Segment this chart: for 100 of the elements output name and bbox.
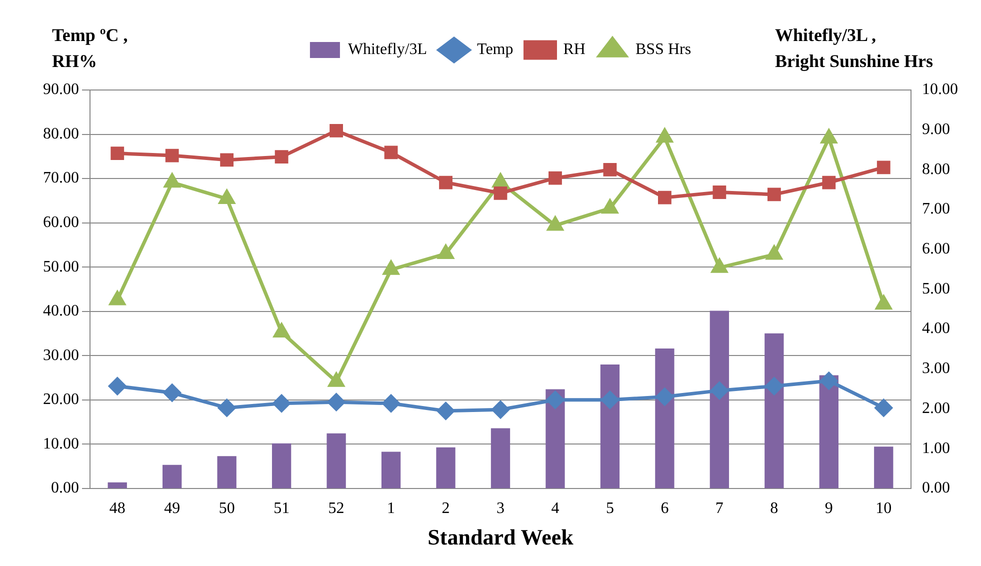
y2-tick-label: 2.00 (922, 400, 950, 417)
point (219, 190, 235, 204)
y-tick-label: 60.00 (43, 214, 79, 232)
point (330, 124, 343, 138)
point (438, 244, 454, 259)
point (547, 216, 564, 231)
point (548, 171, 562, 185)
y2-tick-label: 8.00 (922, 160, 950, 178)
x-tick-label: 5 (606, 500, 614, 518)
x-tick-label: 48 (109, 500, 126, 518)
x-tick-label: 50 (218, 500, 235, 518)
point (658, 190, 672, 204)
y2-tick-label: 5.00 (922, 280, 950, 298)
point (272, 394, 290, 412)
point (712, 258, 728, 273)
bar (655, 348, 674, 488)
point (382, 394, 400, 412)
point (876, 160, 890, 174)
y-tick-label: 0.00 (51, 480, 79, 497)
point (274, 150, 288, 164)
y2-tick-label: 0.00 (922, 480, 950, 497)
bar (490, 428, 510, 488)
y-tick-label: 70.00 (43, 170, 79, 187)
y-tick-label: 90.00 (43, 81, 79, 98)
point (822, 176, 836, 190)
y-tick-label: 10.00 (43, 435, 79, 452)
y2-tick-label: 10.00 (922, 81, 958, 98)
legend-label: Whitefly/3L (348, 41, 428, 58)
bar (600, 364, 620, 488)
x-tick-label: 6 (660, 500, 669, 518)
point (328, 393, 346, 411)
point (876, 296, 892, 310)
point (492, 174, 508, 188)
x-tick-label: 10 (876, 500, 892, 518)
point (874, 399, 892, 417)
x-tick-label: 1 (387, 500, 396, 518)
point (656, 388, 674, 406)
y2-tick-label: 9.00 (922, 121, 950, 138)
point (110, 146, 124, 160)
point (218, 399, 236, 417)
point (383, 260, 399, 275)
y-tick-label: 80.00 (43, 125, 79, 142)
point (328, 372, 344, 387)
legend-label: Temp (477, 41, 514, 58)
legend-label: RH (563, 41, 586, 58)
point (765, 377, 783, 395)
x-tick-label: 51 (274, 500, 290, 518)
point (220, 153, 234, 167)
y2-axis-title: Whitefly/3L , Bright Sunshine Hrs (775, 24, 934, 73)
point (439, 176, 452, 190)
bar (381, 452, 401, 488)
bar (819, 375, 838, 488)
y-tick-label: 30.00 (43, 346, 79, 364)
y-tick-label: 40.00 (43, 302, 79, 320)
bar (162, 464, 182, 488)
x-tick-label: 3 (496, 500, 504, 518)
y-tick-label: 50.00 (43, 258, 79, 276)
y-tick-label: 20.00 (43, 391, 79, 408)
y2-tick-label: 1.00 (922, 440, 950, 457)
point (820, 372, 838, 390)
point (601, 391, 619, 409)
point (767, 188, 781, 202)
point (546, 391, 564, 409)
point (766, 246, 782, 260)
bar (326, 433, 346, 488)
y2-tick-label: 7.00 (922, 200, 950, 218)
legend-label: BSS Hrs (635, 41, 692, 58)
x-tick-label: 52 (328, 500, 344, 518)
point (492, 400, 510, 418)
point (164, 174, 180, 188)
x-tick-label: 7 (715, 500, 724, 518)
y2-tick-label: 3.00 (922, 360, 950, 378)
bar (108, 482, 127, 488)
x-tick-label: 2 (442, 500, 450, 518)
point (710, 382, 728, 400)
bar (217, 456, 236, 488)
point (165, 148, 179, 162)
y2-tick-label: 4.00 (922, 320, 950, 338)
bar (764, 333, 784, 488)
bar (436, 447, 456, 488)
bar (546, 389, 565, 488)
y-axis-title: Temp ºC , RH% (52, 24, 128, 73)
point (110, 291, 126, 306)
point (656, 128, 673, 143)
point (712, 186, 726, 199)
bar (272, 443, 292, 488)
x-tick-label: 4 (551, 500, 560, 518)
x-tick-label: 49 (164, 500, 180, 518)
x-tick-label: 9 (824, 500, 833, 518)
point (494, 186, 508, 200)
x-axis-title: Standard Week (428, 524, 574, 550)
point (384, 146, 398, 160)
point (437, 402, 455, 420)
point (603, 162, 617, 176)
point (821, 129, 837, 144)
bar (710, 310, 730, 488)
point (602, 200, 618, 214)
point (108, 377, 126, 395)
point (274, 323, 290, 338)
y2-tick-label: 6.00 (922, 240, 950, 258)
